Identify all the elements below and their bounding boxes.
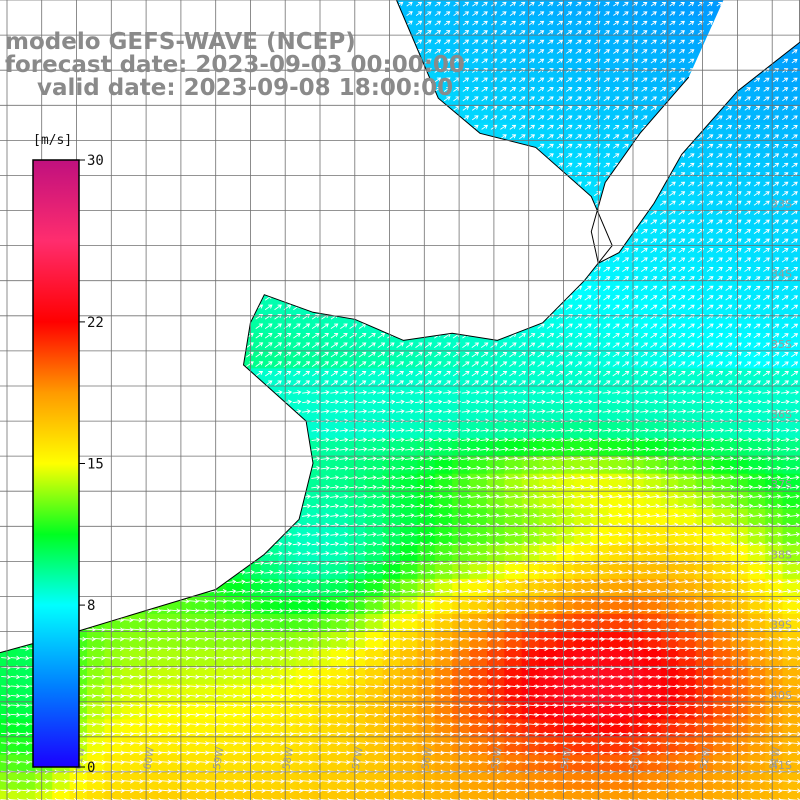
lon-label: 59W (212, 746, 227, 770)
lat-label: 34S (771, 268, 792, 281)
colorbar-tick-label: 15 (87, 457, 104, 473)
colorbar-tick-label: 8 (87, 598, 95, 614)
model-title: modelo GEFS-WAVE (NCEP) (5, 31, 356, 54)
lat-label: 37S (771, 478, 792, 491)
lon-label: 58W (281, 746, 296, 770)
colorbar-unit: [m/s] (33, 133, 72, 148)
lon-label: 51W (768, 746, 783, 770)
lat-label: 41S (771, 759, 792, 772)
colorbar: 30 22 15 8 0 (32, 153, 104, 776)
forecast-date: forecast date: 2023-09-03 00:00:00 (5, 54, 465, 77)
lat-label: 36S (771, 408, 792, 421)
lon-label: 57W (351, 746, 366, 770)
lon-label: 53W (629, 746, 644, 770)
colorbar-tick-label: 30 (87, 153, 104, 169)
colorbar-gradient (32, 159, 80, 768)
colorbar-tick-label: 0 (87, 760, 95, 776)
lon-label: 56W (420, 746, 435, 770)
lon-label: 60W (142, 746, 157, 770)
valid-date: valid date: 2023-09-08 18:00:00 (5, 77, 453, 100)
lon-label: 55W (490, 746, 505, 770)
lat-label: 33S (771, 198, 792, 211)
lat-label: 40S (771, 689, 792, 702)
lat-label: 35S (771, 338, 792, 351)
lat-label: 38S (771, 548, 792, 561)
lon-label: 52W (699, 746, 714, 770)
lat-label: 39S (771, 619, 792, 632)
lon-label: 54W (560, 746, 575, 770)
colorbar-ticks: 30 22 15 8 0 (79, 153, 104, 776)
latitude-labels: 33S 34S 35S 36S 37S 38S 39S 40S 41S (771, 198, 792, 772)
colorbar-tick-label: 22 (87, 315, 104, 331)
